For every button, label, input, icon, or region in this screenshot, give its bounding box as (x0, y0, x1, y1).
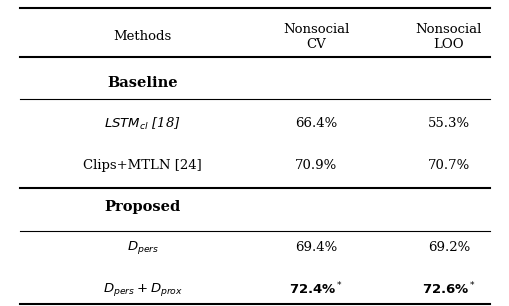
Text: $D_{pers} + D_{prox}$: $D_{pers} + D_{prox}$ (102, 281, 183, 298)
Text: Methods: Methods (114, 30, 172, 43)
Text: 70.7%: 70.7% (427, 159, 469, 172)
Text: Proposed: Proposed (104, 200, 181, 214)
Text: 69.2%: 69.2% (427, 241, 469, 254)
Text: Baseline: Baseline (107, 76, 178, 90)
Text: $\mathbf{72.4\%}^*$: $\mathbf{72.4\%}^*$ (289, 281, 343, 297)
Text: $LSTM_{cl}$ [18]: $LSTM_{cl}$ [18] (104, 116, 181, 132)
Text: $\mathbf{72.6\%}^*$: $\mathbf{72.6\%}^*$ (421, 281, 475, 297)
Text: Clips+MTLN [24]: Clips+MTLN [24] (83, 159, 202, 172)
Text: 66.4%: 66.4% (295, 118, 336, 130)
Text: Nonsocial
LOO: Nonsocial LOO (415, 23, 481, 51)
Text: Nonsocial
CV: Nonsocial CV (282, 23, 349, 51)
Text: 55.3%: 55.3% (427, 118, 469, 130)
Text: $D_{pers}$: $D_{pers}$ (126, 239, 159, 256)
Text: 70.9%: 70.9% (295, 159, 336, 172)
Text: 69.4%: 69.4% (295, 241, 336, 254)
